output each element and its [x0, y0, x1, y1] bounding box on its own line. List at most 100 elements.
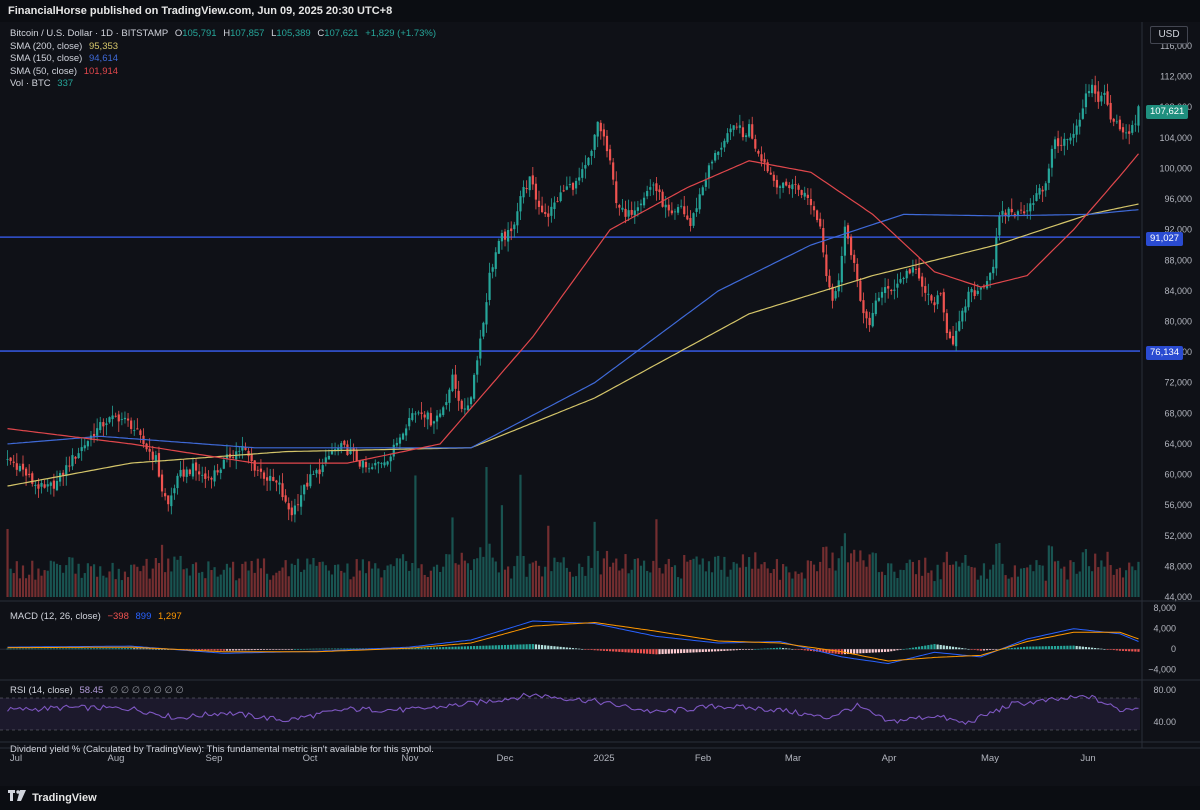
macd-histogram-bar: [507, 644, 510, 650]
price-tick-label: 68,000: [1164, 408, 1192, 418]
legend-sma200-value: 95,353: [88, 40, 119, 52]
candle-body: [812, 206, 816, 211]
legend-sma150-row[interactable]: SMA (150, close) 94,614: [10, 53, 440, 66]
candle-body: [605, 135, 609, 152]
sma150-line[interactable]: [7, 209, 1139, 449]
candle-body: [65, 465, 68, 476]
candle-body: [185, 469, 188, 477]
candle-body: [964, 306, 967, 313]
macd-histogram-bar: [1050, 646, 1054, 650]
candle-body: [1115, 121, 1118, 123]
sma200-line[interactable]: [7, 203, 1139, 487]
candle-body: [701, 187, 704, 196]
price-tick-label: 100,000: [1159, 163, 1192, 173]
macd-histogram-bar: [710, 649, 714, 652]
currency-button[interactable]: USD: [1150, 26, 1188, 44]
macd-histogram-bar: [111, 648, 114, 650]
candle-body: [893, 289, 896, 291]
volume-bar: [571, 576, 575, 597]
volume-bar: [748, 557, 751, 597]
volume-bar: [729, 569, 732, 597]
macd-histogram-bar: [275, 649, 278, 650]
volume-bar: [386, 565, 389, 597]
candle-body: [1032, 203, 1035, 205]
candle-body: [1137, 106, 1140, 126]
macd-histogram-bar: [809, 649, 813, 651]
tradingview-logo-icon[interactable]: [8, 786, 26, 810]
volume-bar: [114, 579, 117, 597]
volume-bar: [151, 568, 154, 597]
candle-body: [1066, 139, 1069, 140]
legend-sma200-row[interactable]: SMA (200, close) 95,353: [10, 41, 440, 54]
macd-histogram-bar: [318, 648, 321, 650]
volume-bar: [49, 560, 52, 597]
candle-body: [293, 505, 297, 515]
macd-legend[interactable]: MACD (12, 26, close) −398 899 1,297: [10, 611, 186, 624]
macd-histogram-bar: [299, 649, 303, 650]
volume-bar: [612, 562, 615, 597]
volume-bar: [899, 569, 902, 597]
macd-histogram-bar: [565, 647, 568, 650]
legend-sma150-label: SMA (150, close): [10, 53, 83, 64]
chart-canvas[interactable]: 116,000112,000108,000104,000100,00096,00…: [0, 22, 1200, 786]
macd-histogram-bar: [349, 648, 352, 650]
rsi-line[interactable]: [7, 692, 1139, 725]
macd-histogram-bar: [615, 649, 618, 652]
macd-histogram-bar: [618, 649, 621, 652]
candle-body: [432, 421, 436, 424]
macd-histogram-bar: [859, 649, 862, 654]
legend-sma50-row[interactable]: SMA (50, close) 101,914: [10, 66, 440, 79]
candle-body: [652, 184, 655, 186]
candle-body: [933, 302, 936, 306]
publish-text: FinancialHorse published on TradingView.…: [8, 5, 393, 17]
candle-body: [287, 503, 290, 510]
volume-bar: [989, 569, 992, 597]
volume-bar: [757, 568, 760, 597]
candle-body: [1035, 193, 1038, 201]
candle-body: [905, 270, 908, 279]
macd-histogram-bar: [574, 648, 578, 650]
volume-bar: [782, 564, 785, 597]
volume-bar: [908, 559, 911, 597]
macd-line[interactable]: [7, 620, 1139, 665]
volume-bar: [763, 562, 766, 597]
candle-body: [130, 420, 133, 429]
time-axis-label: Jun: [1080, 753, 1095, 764]
volume-bar: [352, 576, 355, 597]
legend-close-label: C: [317, 28, 325, 39]
rsi-legend[interactable]: RSI (14, close) 58.45 ∅ ∅ ∅ ∅ ∅ ∅ ∅: [10, 685, 188, 698]
sma50-line[interactable]: [7, 153, 1139, 464]
macd-histogram-bar: [479, 645, 482, 650]
macd-histogram-bar: [976, 649, 979, 651]
volume-bar: [120, 580, 123, 597]
volume-bar: [52, 561, 55, 597]
volume-bar: [1118, 567, 1122, 597]
candle-body: [358, 460, 361, 467]
candle-body: [485, 302, 488, 325]
volume-bar: [24, 578, 28, 597]
volume-bar: [364, 573, 368, 597]
volume-bar: [170, 571, 173, 597]
candle-body: [1075, 125, 1078, 135]
volume-bar: [482, 556, 485, 597]
candle-body: [642, 197, 646, 206]
candle-body: [371, 467, 374, 469]
macd-histogram-bar: [65, 648, 68, 650]
macd-signal-line[interactable]: [7, 621, 1139, 662]
legend-vol-row[interactable]: Vol · BTC 337: [10, 78, 440, 91]
candle-body: [442, 407, 445, 415]
macd-histogram-bar: [1094, 648, 1097, 650]
price-tick-label: 72,000: [1164, 378, 1192, 388]
macd-histogram-bar: [732, 649, 735, 651]
macd-histogram-bar: [970, 649, 973, 650]
support-lower-tag: 76,134: [1146, 346, 1184, 360]
candle-body: [890, 289, 893, 292]
candle-body: [15, 463, 18, 470]
macd-histogram-bar: [9, 648, 12, 650]
macd-histogram-bar: [68, 648, 71, 650]
candle-body: [877, 297, 881, 301]
candle-body: [766, 162, 769, 172]
macd-histogram-bar: [1097, 648, 1100, 650]
macd-histogram-bar: [228, 649, 232, 651]
candle-body: [479, 338, 482, 359]
